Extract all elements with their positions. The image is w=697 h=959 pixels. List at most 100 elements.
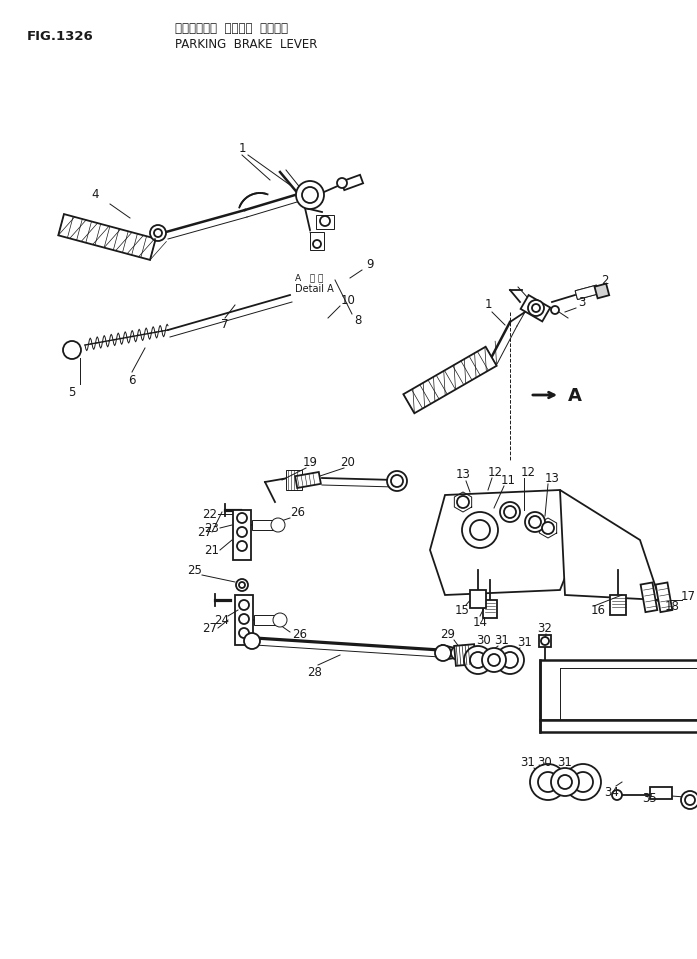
Text: 26: 26 <box>291 505 305 519</box>
Text: 15: 15 <box>454 603 470 617</box>
Text: 7: 7 <box>221 318 229 332</box>
Text: 19: 19 <box>302 456 318 469</box>
Text: 5: 5 <box>68 386 76 399</box>
Circle shape <box>530 764 566 800</box>
Text: 10: 10 <box>341 293 355 307</box>
Circle shape <box>470 520 490 540</box>
Text: 11: 11 <box>500 474 516 486</box>
Polygon shape <box>430 490 580 595</box>
Circle shape <box>551 768 579 796</box>
Circle shape <box>302 187 318 203</box>
Text: 35: 35 <box>643 791 657 805</box>
Circle shape <box>154 229 162 237</box>
Text: 9: 9 <box>366 259 374 271</box>
Bar <box>254 615 279 625</box>
Text: 13: 13 <box>456 469 470 481</box>
Circle shape <box>236 579 248 591</box>
Text: A: A <box>568 387 582 405</box>
Bar <box>233 510 251 560</box>
Text: 16: 16 <box>590 603 606 617</box>
Circle shape <box>451 646 465 660</box>
Text: 12: 12 <box>521 465 535 479</box>
Text: 29: 29 <box>441 628 456 642</box>
Circle shape <box>63 341 81 359</box>
Bar <box>575 285 599 299</box>
Text: パーキング゙  ブレーキ  レバー: パーキング゙ ブレーキ レバー <box>175 22 288 35</box>
Circle shape <box>387 471 407 491</box>
Circle shape <box>239 614 249 624</box>
Bar <box>316 215 334 229</box>
Circle shape <box>244 633 260 649</box>
Bar <box>470 590 486 608</box>
Bar <box>540 660 697 720</box>
Circle shape <box>538 772 558 792</box>
Circle shape <box>573 772 593 792</box>
Text: 1: 1 <box>238 142 246 154</box>
Circle shape <box>237 541 247 551</box>
Text: 23: 23 <box>204 522 220 534</box>
Text: 3: 3 <box>579 295 585 309</box>
Circle shape <box>462 512 498 548</box>
Bar <box>310 232 324 250</box>
Circle shape <box>271 518 285 532</box>
Bar <box>235 595 253 645</box>
Bar <box>575 285 599 299</box>
Circle shape <box>237 527 247 537</box>
Circle shape <box>525 512 545 532</box>
Circle shape <box>529 516 541 528</box>
Circle shape <box>239 600 249 610</box>
Text: 6: 6 <box>128 373 136 386</box>
Text: 31: 31 <box>521 756 535 768</box>
Text: 2: 2 <box>602 273 608 287</box>
Bar <box>650 787 672 799</box>
Bar <box>252 520 277 530</box>
Circle shape <box>565 764 601 800</box>
Circle shape <box>504 506 516 518</box>
Circle shape <box>612 790 622 800</box>
Text: FIG.1326: FIG.1326 <box>27 30 94 43</box>
Circle shape <box>239 628 249 638</box>
Text: 18: 18 <box>664 599 680 613</box>
Bar <box>656 582 673 612</box>
Bar <box>539 635 551 647</box>
Text: 30: 30 <box>477 634 491 646</box>
Circle shape <box>464 646 492 674</box>
Text: 14: 14 <box>473 616 487 628</box>
Circle shape <box>482 648 506 672</box>
Text: 27: 27 <box>197 526 213 539</box>
Circle shape <box>528 300 544 316</box>
Circle shape <box>541 637 549 645</box>
Bar <box>286 470 302 490</box>
Circle shape <box>542 522 554 534</box>
Bar <box>595 284 609 298</box>
Text: 31: 31 <box>495 634 510 646</box>
Text: A   詳 細: A 詳 細 <box>295 273 323 282</box>
Circle shape <box>502 652 518 668</box>
Text: 34: 34 <box>604 785 620 799</box>
Text: 8: 8 <box>354 314 362 326</box>
Text: 4: 4 <box>91 189 99 201</box>
Text: 22: 22 <box>203 507 217 521</box>
Circle shape <box>296 181 324 209</box>
Circle shape <box>681 791 697 809</box>
Text: 24: 24 <box>215 614 229 626</box>
Circle shape <box>239 582 245 588</box>
Text: 21: 21 <box>204 544 220 556</box>
Circle shape <box>237 513 247 523</box>
Circle shape <box>337 178 347 188</box>
Circle shape <box>457 496 469 508</box>
Circle shape <box>150 225 166 241</box>
Text: 28: 28 <box>307 666 323 679</box>
Bar <box>404 347 497 413</box>
Circle shape <box>391 475 403 487</box>
Text: PARKING  BRAKE  LEVER: PARKING BRAKE LEVER <box>175 38 317 51</box>
Text: 1: 1 <box>484 298 492 312</box>
Bar <box>342 175 363 190</box>
Text: 27: 27 <box>203 621 217 635</box>
Circle shape <box>500 502 520 522</box>
Text: 20: 20 <box>341 456 355 469</box>
Bar <box>295 472 321 488</box>
Bar <box>59 214 155 260</box>
Text: 31: 31 <box>558 756 572 768</box>
Text: 31: 31 <box>518 636 533 648</box>
